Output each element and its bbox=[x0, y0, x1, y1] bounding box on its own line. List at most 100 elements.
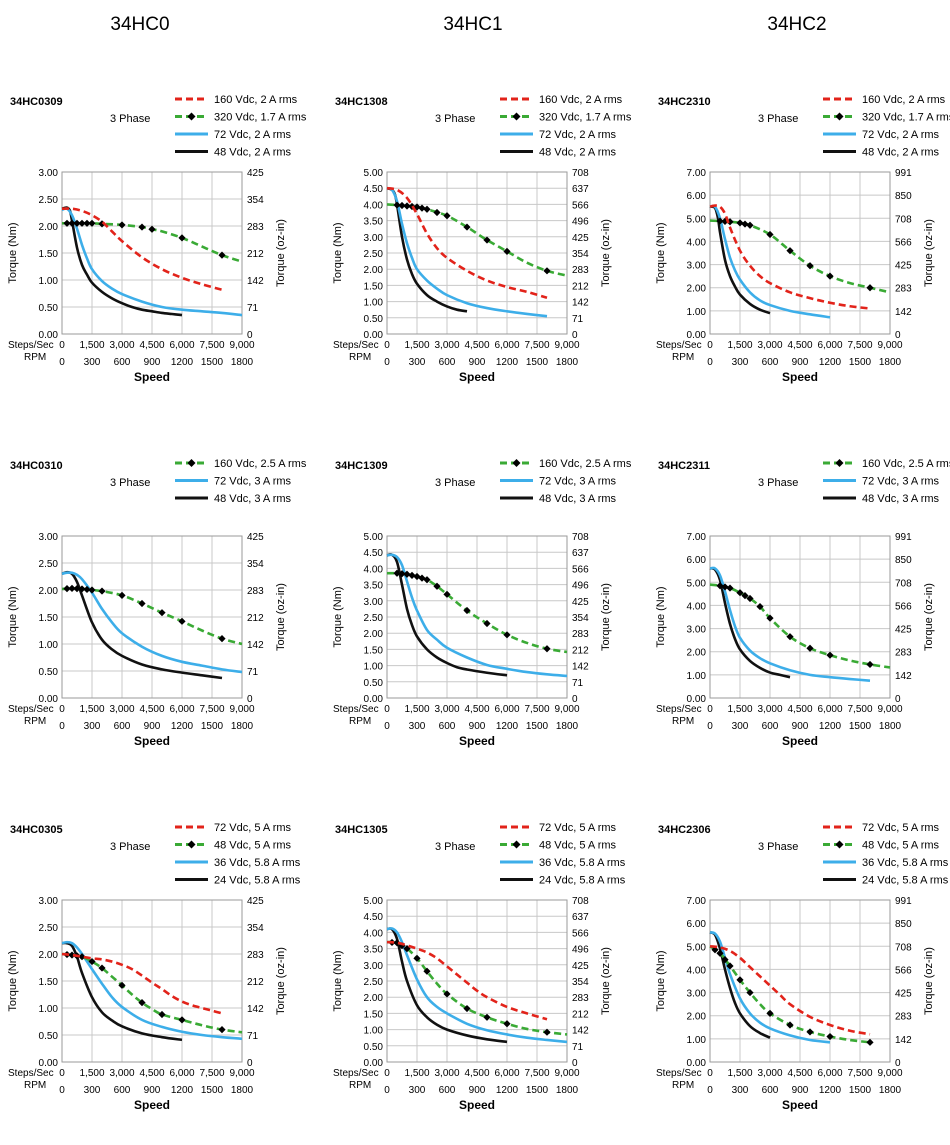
legend-label: 72 Vdc, 2 A rms bbox=[862, 129, 940, 141]
x-tick-label-rpm: 1200 bbox=[496, 721, 519, 732]
y2-tick-label: 142 bbox=[895, 307, 912, 318]
y-tick-label: 3.00 bbox=[39, 896, 59, 907]
x-tick-label-rpm: 1200 bbox=[496, 357, 519, 368]
legend-label: 72 Vdc, 5 A rms bbox=[539, 822, 617, 834]
data-point-marker bbox=[398, 201, 406, 210]
series-line-black bbox=[386, 553, 508, 677]
series-line-blue bbox=[61, 571, 243, 674]
y2-tick-label: 496 bbox=[572, 217, 589, 228]
y2-axis-title: Torque (oz-in) bbox=[923, 947, 935, 1015]
chart-subtitle: 3 Phase bbox=[435, 113, 475, 125]
y-tick-label: 4.50 bbox=[364, 912, 384, 923]
x-tick-label-steps: 7,500 bbox=[524, 340, 549, 351]
chart-34hc0309: 34HC0309 3 Phase 160 Vdc, 2 A rms 320 Vdc, … bbox=[7, 94, 307, 384]
data-point-marker bbox=[443, 990, 451, 998]
y-tick-label: 0.50 bbox=[364, 678, 384, 689]
chart-subtitle: 3 Phase bbox=[758, 113, 798, 125]
y-tick-label: 0.50 bbox=[364, 1042, 384, 1053]
y-tick-label: 2.50 bbox=[364, 977, 384, 988]
y2-tick-label: 566 bbox=[572, 928, 589, 939]
data-point-marker bbox=[178, 617, 186, 625]
x-tick-label-rpm: 300 bbox=[732, 1085, 749, 1096]
series-line-red bbox=[709, 944, 871, 1036]
data-point-marker bbox=[866, 1038, 874, 1046]
y-tick-label: 1.50 bbox=[364, 1009, 384, 1020]
y2-tick-label: 425 bbox=[895, 625, 912, 636]
y2-tick-label: 354 bbox=[247, 195, 264, 206]
data-point-marker bbox=[88, 586, 96, 594]
series-line-black bbox=[61, 570, 223, 680]
y-tick-label: 2.00 bbox=[364, 265, 384, 276]
y-tick-label: 1.00 bbox=[39, 1004, 59, 1015]
y-tick-label: 0.00 bbox=[39, 330, 59, 341]
x-axis-title: Speed bbox=[459, 734, 495, 748]
y2-tick-label: 637 bbox=[572, 548, 589, 559]
x-axis-title: Speed bbox=[134, 1098, 170, 1112]
y-tick-label: 0.50 bbox=[39, 1031, 59, 1042]
x-tick-label-steps: 7,500 bbox=[199, 704, 224, 715]
data-point-marker bbox=[806, 1028, 814, 1036]
y2-tick-label: 283 bbox=[572, 993, 589, 1004]
data-point-marker bbox=[73, 219, 81, 227]
y-tick-label: 0.00 bbox=[687, 1058, 707, 1069]
legend-label: 36 Vdc, 5.8 A rms bbox=[539, 857, 626, 869]
data-point-marker bbox=[118, 221, 126, 229]
data-point-marker bbox=[218, 251, 226, 259]
legend-label: 160 Vdc, 2.5 A rms bbox=[214, 458, 307, 470]
legend-label: 320 Vdc, 1.7 A rms bbox=[862, 112, 950, 124]
x-tick-label-steps: 7,500 bbox=[847, 1068, 872, 1079]
y-tick-label: 4.00 bbox=[687, 237, 707, 248]
x-axis-title: Speed bbox=[459, 370, 495, 384]
legend-marker bbox=[187, 459, 196, 467]
y-tick-label: 5.00 bbox=[687, 942, 707, 953]
column-heading-34hc0: 34HC0 bbox=[110, 14, 170, 35]
data-point-marker bbox=[443, 212, 451, 220]
data-point-marker bbox=[158, 609, 166, 617]
series-line-blue bbox=[709, 931, 831, 1044]
data-point-marker bbox=[73, 585, 81, 593]
y-tick-label: 0.00 bbox=[364, 330, 384, 341]
y2-tick-label: 212 bbox=[247, 249, 264, 260]
data-point-marker bbox=[98, 220, 106, 228]
y2-tick-label: 425 bbox=[247, 532, 264, 543]
data-point-marker bbox=[118, 981, 126, 989]
y2-tick-label: 283 bbox=[895, 648, 912, 659]
series-line-green bbox=[709, 219, 891, 294]
y-tick-label: 5.00 bbox=[364, 168, 384, 179]
x-tick-label-steps: 3,000 bbox=[757, 1068, 782, 1079]
x-tick-label-rpm: 600 bbox=[114, 721, 131, 732]
data-point-marker bbox=[178, 1016, 186, 1024]
y2-tick-label: 354 bbox=[247, 923, 264, 934]
data-point-marker bbox=[83, 219, 91, 227]
y2-axis-title: Torque (oz-in) bbox=[600, 219, 612, 287]
x-tick-label-steps: 3,000 bbox=[434, 704, 459, 715]
y2-tick-label: 142 bbox=[572, 1026, 589, 1037]
x-tick-label-steps: 1,500 bbox=[727, 704, 752, 715]
y-tick-label: 3.50 bbox=[364, 581, 384, 592]
chart-title: 34HC0310 bbox=[10, 460, 63, 472]
y-tick-label: 1.00 bbox=[687, 671, 707, 682]
plot-frame bbox=[386, 171, 568, 335]
chart-title: 34HC2311 bbox=[658, 460, 710, 472]
y-tick-label: 7.00 bbox=[687, 168, 707, 179]
y-tick-label: 3.50 bbox=[364, 945, 384, 956]
x-row2-label: RPM bbox=[349, 1080, 371, 1091]
y-tick-label: 3.00 bbox=[364, 961, 384, 972]
data-point-marker bbox=[78, 585, 86, 593]
data-point-marker bbox=[463, 223, 471, 231]
y-tick-label: 1.50 bbox=[39, 977, 59, 988]
data-point-marker bbox=[786, 1021, 794, 1029]
legend-label: 160 Vdc, 2.5 A rms bbox=[539, 458, 632, 470]
data-point-marker bbox=[148, 225, 156, 233]
y-tick-label: 5.00 bbox=[687, 214, 707, 225]
x-axis-title: Speed bbox=[782, 1098, 818, 1112]
x-tick-label-steps: 1,500 bbox=[79, 704, 104, 715]
chart-title: 34HC2310 bbox=[658, 96, 711, 108]
x-tick-label-steps: 4,500 bbox=[787, 340, 812, 351]
y2-tick-label: 708 bbox=[572, 532, 589, 543]
series-line-black bbox=[709, 931, 771, 1039]
y2-axis-title: Torque (oz-in) bbox=[275, 947, 287, 1015]
y2-tick-label: 212 bbox=[572, 1009, 589, 1020]
y-axis-title: Torque (Nm) bbox=[655, 222, 667, 283]
x-tick-label-rpm: 300 bbox=[409, 357, 426, 368]
